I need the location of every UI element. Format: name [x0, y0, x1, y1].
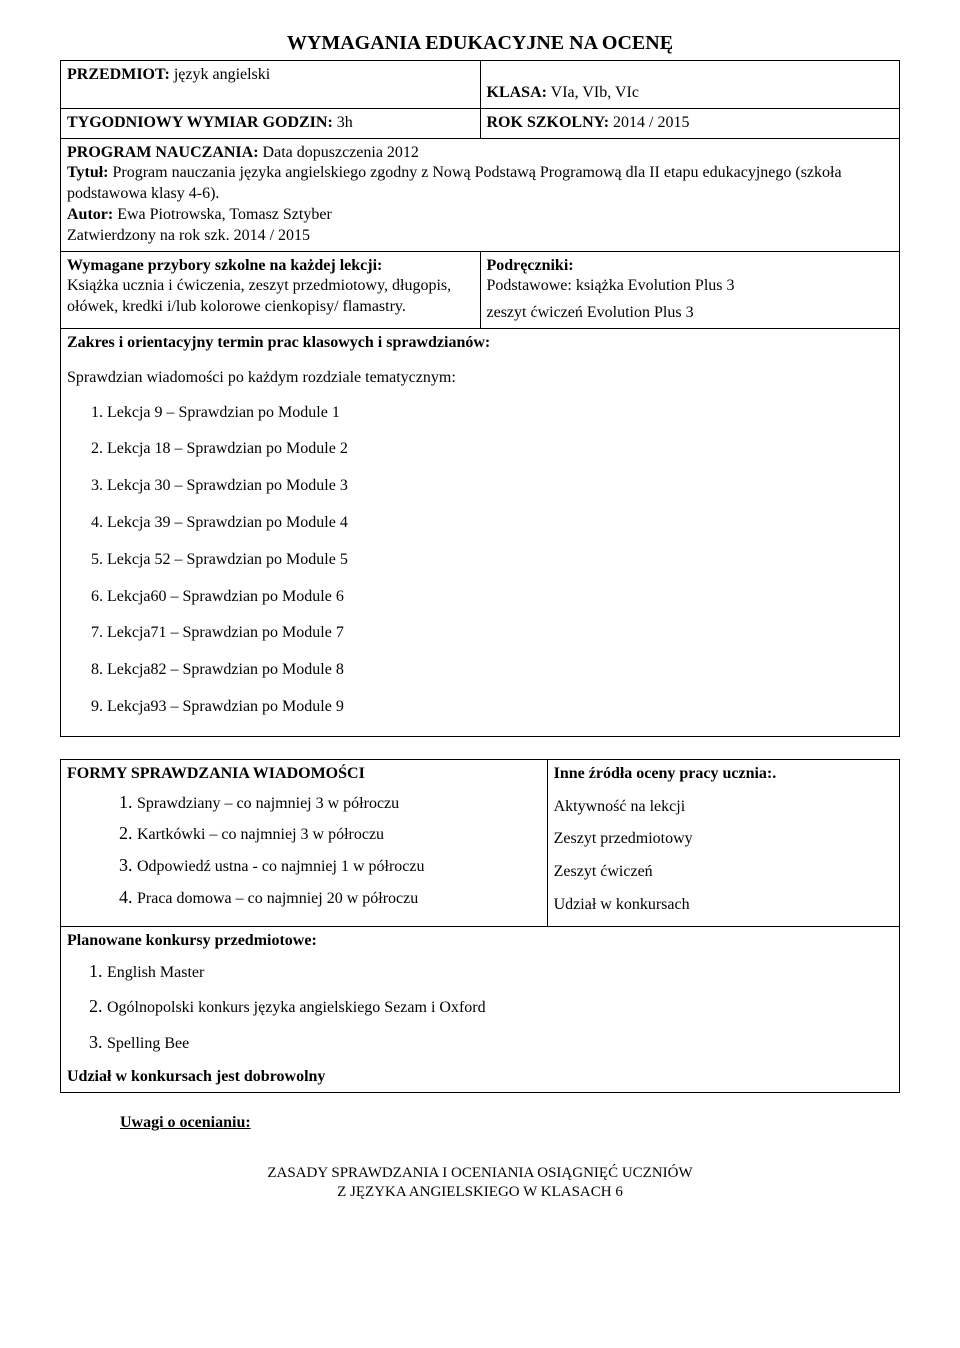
zakres-intro: Sprawdzian wiadomości po każdym rozdzial…	[67, 368, 893, 389]
list-item: Praca domowa – co najmniej 20 w półroczu	[137, 882, 541, 914]
main-title: WYMAGANIA EDUKACYJNE NA OCENĘ	[60, 30, 900, 56]
rok-label: ROK SZKOLNY:	[487, 114, 610, 131]
inne-item: Zeszyt przedmiotowy	[554, 823, 893, 856]
cell-inne: Inne źródła oceny pracy ucznia:. Aktywno…	[547, 759, 899, 926]
inne-item: Aktywność na lekcji	[554, 791, 893, 824]
list-item: Sprawdziany – co najmniej 3 w półroczu	[137, 787, 541, 819]
list-item: Lekcja93 – Sprawdzian po Module 9	[107, 689, 893, 726]
list-item: Lekcja 52 – Sprawdzian po Module 5	[107, 542, 893, 579]
cell-zakres: Zakres i orientacyjny termin prac klasow…	[61, 328, 900, 736]
podreczniki-line1: Podstawowe: książka Evolution Plus 3	[487, 276, 894, 297]
list-item: English Master	[107, 954, 893, 990]
program-value: Data dopuszczenia 2012	[259, 144, 419, 161]
godziny-value: 3h	[333, 114, 353, 131]
klasa-value: VIa, VIb, VIc	[547, 84, 639, 101]
cell-przybory: Wymagane przybory szkolne na każdej lekc…	[61, 251, 481, 328]
zakres-heading: Zakres i orientacyjny termin prac klasow…	[67, 333, 893, 354]
list-item: Odpowiedź ustna - co najmniej 1 w półroc…	[137, 850, 541, 882]
list-item: Spelling Bee	[107, 1025, 893, 1061]
cell-konkursy: Planowane konkursy przedmiotowe: English…	[61, 926, 900, 1092]
przedmiot-label: PRZEDMIOT:	[67, 66, 170, 83]
cell-przedmiot: PRZEDMIOT: język angielski	[61, 61, 481, 109]
tytul-label: Tytuł:	[67, 164, 108, 181]
przybory-text: Książka ucznia i ćwiczenia, zeszyt przed…	[67, 276, 474, 318]
cell-rok: ROK SZKOLNY: 2014 / 2015	[480, 108, 900, 138]
tytul-value: Program nauczania języka angielskiego zg…	[67, 164, 842, 202]
list-item: Kartkówki – co najmniej 3 w półroczu	[137, 818, 541, 850]
przedmiot-value: język angielski	[170, 66, 270, 83]
podreczniki-heading: Podręczniki:	[487, 256, 894, 277]
list-item: Lekcja 39 – Sprawdzian po Module 4	[107, 505, 893, 542]
autor-value: Ewa Piotrowska, Tomasz Sztyber	[113, 206, 332, 223]
formy-list: Sprawdziany – co najmniej 3 w półroczu K…	[67, 787, 541, 914]
zatwierdzony: Zatwierdzony na rok szk. 2014 / 2015	[67, 226, 893, 247]
page: WYMAGANIA EDUKACYJNE NA OCENĘ PRZEDMIOT:…	[0, 0, 960, 1243]
footer-line2: Z JĘZYKA ANGIELSKIEGO W KLASACH 6	[60, 1183, 900, 1203]
godziny-label: TYGODNIOWY WYMIAR GODZIN:	[67, 114, 333, 131]
list-item: Lekcja82 – Sprawdzian po Module 8	[107, 652, 893, 689]
autor-label: Autor:	[67, 206, 113, 223]
klasa-label: KLASA:	[487, 84, 547, 101]
list-item: Lekcja60 – Sprawdzian po Module 6	[107, 579, 893, 616]
przybory-heading: Wymagane przybory szkolne na każdej lekc…	[67, 256, 474, 277]
formy-heading: FORMY SPRAWDZANIA WIADOMOŚCI	[67, 764, 541, 785]
footer-line1: ZASADY SPRAWDZANIA I OCENIANIA OSIĄGNIĘĆ…	[60, 1164, 900, 1184]
formy-table: FORMY SPRAWDZANIA WIADOMOŚCI Sprawdziany…	[60, 759, 900, 1093]
inne-item: Udział w konkursach	[554, 889, 893, 922]
podreczniki-line2: zeszyt ćwiczeń Evolution Plus 3	[487, 303, 894, 324]
list-item: Lekcja 30 – Sprawdzian po Module 3	[107, 468, 893, 505]
list-item: Lekcja 9 – Sprawdzian po Module 1	[107, 395, 893, 432]
uwagi-heading: Uwagi o ocenianiu:	[120, 1113, 900, 1134]
cell-klasa: KLASA: VIa, VIb, VIc	[480, 61, 900, 109]
info-table: PRZEDMIOT: język angielski KLASA: VIa, V…	[60, 60, 900, 737]
konkursy-heading: Planowane konkursy przedmiotowe:	[67, 931, 893, 952]
konkursy-note: Udział w konkursach jest dobrowolny	[67, 1067, 893, 1088]
inne-item: Zeszyt ćwiczeń	[554, 856, 893, 889]
list-item: Lekcja 18 – Sprawdzian po Module 2	[107, 431, 893, 468]
list-item: Lekcja71 – Sprawdzian po Module 7	[107, 615, 893, 652]
program-label: PROGRAM NAUCZANIA:	[67, 144, 259, 161]
konkursy-list: English Master Ogólnopolski konkurs języ…	[67, 954, 893, 1061]
rok-value: 2014 / 2015	[609, 114, 689, 131]
cell-program: PROGRAM NAUCZANIA: Data dopuszczenia 201…	[61, 138, 900, 251]
list-item: Ogólnopolski konkurs języka angielskiego…	[107, 989, 893, 1025]
cell-godziny: TYGODNIOWY WYMIAR GODZIN: 3h	[61, 108, 481, 138]
inne-heading: Inne źródła oceny pracy ucznia:.	[554, 764, 893, 791]
footer: ZASADY SPRAWDZANIA I OCENIANIA OSIĄGNIĘĆ…	[60, 1164, 900, 1203]
cell-formy: FORMY SPRAWDZANIA WIADOMOŚCI Sprawdziany…	[61, 759, 548, 926]
zakres-list: Lekcja 9 – Sprawdzian po Module 1 Lekcja…	[67, 395, 893, 726]
cell-podreczniki: Podręczniki: Podstawowe: książka Evoluti…	[480, 251, 900, 328]
